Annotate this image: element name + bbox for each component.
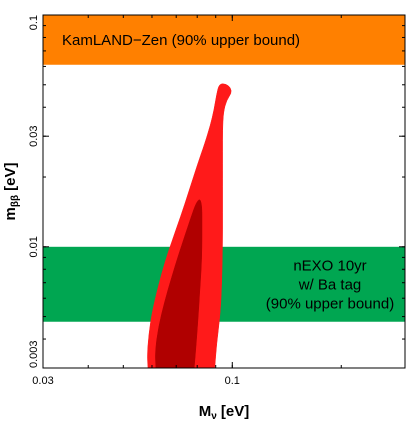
allowed-region-inner: [155, 199, 203, 369]
band-label-0: KamLAND−Zen (90% upper bound): [62, 32, 300, 49]
y-tick-label-2: 0.03: [28, 125, 40, 146]
band-1: [43, 246, 405, 322]
band-label-1-line-2: (90% upper bound): [266, 295, 394, 312]
band-label-1-line-1: w/ Ba tag: [298, 276, 362, 293]
y-axis-label: mββ [eV]: [2, 163, 21, 221]
x-axis-label: Mν [eV]: [199, 403, 249, 422]
x-axis-label-unit: [eV]: [221, 403, 249, 420]
bands-layer: [43, 15, 405, 322]
y-tick-label-1: 0.01: [28, 236, 40, 257]
band-0: [43, 15, 405, 65]
y-axis-label-unit: [eV]: [2, 163, 19, 191]
y-tick-label-0: 0.003: [28, 340, 40, 368]
y-axis-label-main: m: [2, 207, 19, 220]
band-label-1-line-0: nEXO 10yr: [293, 257, 366, 274]
x-tick-label-1: 0.1: [225, 375, 240, 387]
x-axis-label-main: M: [199, 403, 212, 420]
regions-layer: [147, 83, 232, 369]
x-tick-label-0: 0.03: [32, 375, 53, 387]
plot-frame: [42, 14, 406, 369]
y-axis-label-subscript: ββ: [10, 195, 21, 207]
y-tick-label-3: 0.1: [28, 15, 40, 30]
x-axis-label-subscript: ν: [211, 411, 217, 422]
band-labels-layer: KamLAND−Zen (90% upper bound) nEXO 10yr w/…: [62, 32, 394, 312]
ticks-layer: 0.03 0.1 0.003 0.01 0.03 0.1: [28, 14, 406, 387]
